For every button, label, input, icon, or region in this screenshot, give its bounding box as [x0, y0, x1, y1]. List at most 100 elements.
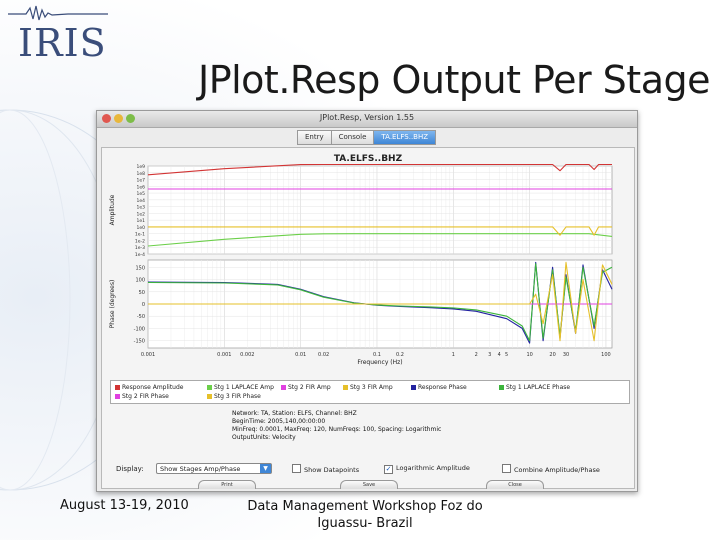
response-chart: 1e91e81e71e61e51e41e31e21e11e01e-11e-21e… [109, 163, 613, 366]
legend-swatch [411, 385, 416, 390]
legend-item: Stg 1 LAPLACE Phase [499, 384, 570, 391]
legend-label: Stg 2 FIR Phase [122, 393, 169, 400]
phase-tick-label: -150 [134, 339, 145, 345]
amplitude-tick-label: 1e4 [137, 198, 146, 204]
close-button[interactable]: Close [486, 480, 544, 489]
info-begintime-line: BeginTime: 2005,140,00:00:00 [232, 418, 326, 425]
logo-text: IRIS [18, 21, 107, 65]
amplitude-tick-label: 1e-4 [135, 252, 145, 258]
minimize-window-icon[interactable] [114, 114, 123, 123]
legend-swatch [281, 385, 286, 390]
amplitude-series-3 [148, 226, 612, 236]
legend-label: Response Amplitude [122, 384, 184, 391]
legend-item: Stg 3 FIR Amp [343, 384, 393, 391]
legend-item: Stg 2 FIR Phase [115, 393, 169, 400]
amplitude-series-0 [147, 163, 612, 176]
legend-label: Stg 1 LAPLACE Amp [214, 384, 274, 391]
x-tick-label: 0.02 [318, 352, 329, 358]
amplitude-tick-label: 1e1 [137, 218, 146, 224]
checkbox-unchecked-icon [292, 464, 301, 473]
amplitude-tick-label: 1e-2 [135, 238, 145, 244]
x-tick-label: 1 [452, 352, 455, 358]
amplitude-tick-label: 1e2 [137, 211, 146, 217]
log-amplitude-checkbox[interactable]: ✓ Logarithmic Amplitude [384, 464, 470, 474]
window-titlebar[interactable]: JPlot.Resp, Version 1.55 [97, 111, 637, 128]
footer-date: August 13-19, 2010 [60, 498, 189, 513]
checkbox-checked-icon: ✓ [384, 465, 393, 474]
x-tick-label: 0.001 [217, 352, 231, 358]
tab-station-plot[interactable]: TA.ELFS..BHZ [373, 130, 437, 145]
zoom-window-icon[interactable] [126, 114, 135, 123]
amplitude-tick-label: 1e0 [137, 225, 146, 231]
amplitude-tick-label: 1e3 [137, 205, 146, 211]
slide-title: JPlot.Resp Output Per Stage [197, 58, 711, 102]
close-window-icon[interactable] [102, 114, 111, 123]
x-tick-label: 0.002 [240, 352, 254, 358]
legend-item: Stg 3 FIR Phase [207, 393, 261, 400]
x-axis-label: Frequency (Hz) [357, 359, 402, 366]
legend-label: Stg 3 FIR Amp [350, 384, 393, 391]
window-title: JPlot.Resp, Version 1.55 [319, 113, 415, 122]
amplitude-tick-label: 1e6 [137, 184, 146, 190]
amplitude-tick-label: 1e5 [137, 191, 146, 197]
x-tick-label: 3 [488, 352, 491, 358]
x-tick-label: 0.1 [373, 352, 381, 358]
x-tick-label: 5 [505, 352, 508, 358]
amplitude-tick-label: 1e-1 [135, 232, 145, 238]
log-amplitude-label: Logarithmic Amplitude [396, 464, 470, 472]
x-tick-label: 30 [563, 352, 569, 358]
x-tick-label: 0.2 [396, 352, 404, 358]
footer-event: Data Management Workshop Foz do Iguassu-… [247, 499, 483, 531]
legend-item: Response Amplitude [115, 384, 183, 391]
x-tick-label: 100 [601, 352, 611, 358]
chevron-down-icon: ▼ [260, 464, 271, 473]
legend-swatch [343, 385, 348, 390]
legend-label: Response Phase [418, 384, 467, 391]
info-frequency-line: MinFreq: 0.0001, MaxFreq: 120, NumFreqs:… [232, 426, 442, 433]
legend-swatch [207, 394, 212, 399]
combine-checkbox[interactable]: Combine Amplitude/Phase [502, 464, 600, 474]
x-tick-label: 20 [549, 352, 555, 358]
tab-console[interactable]: Console [330, 130, 374, 145]
show-datapoints-checkbox[interactable]: Show Datapoints [292, 464, 359, 474]
legend-item: Response Phase [411, 384, 467, 391]
tab-entry[interactable]: Entry [297, 130, 331, 145]
seismogram-logo-icon [8, 5, 108, 21]
response-info: Network: TA, Station: ELFS, Channel: BHZ… [232, 410, 441, 442]
checkbox-unchecked-icon [502, 464, 511, 473]
show-datapoints-label: Show Datapoints [304, 466, 360, 474]
legend-label: Stg 1 LAPLACE Phase [506, 384, 571, 391]
legend-swatch [115, 385, 120, 390]
amplitude-axis-label: Amplitude [109, 194, 116, 225]
amplitude-plot-area [147, 165, 613, 255]
legend-swatch [499, 385, 504, 390]
x-tick-label: 0.001 [141, 352, 155, 358]
phase-tick-label: 150 [135, 265, 145, 271]
phase-series-3 [148, 261, 613, 342]
phase-tick-label: -100 [134, 326, 145, 332]
print-button[interactable]: Print [198, 480, 256, 489]
plot-title: TA.ELFS..BHZ [333, 154, 403, 164]
display-controls: Display: Show Stages Amp/Phase ▼ Show Da… [110, 462, 630, 476]
x-tick-label: 4 [498, 352, 501, 358]
phase-tick-label: -50 [137, 314, 145, 320]
save-button[interactable]: Save [340, 480, 398, 489]
amplitude-tick-label: 1e-3 [135, 245, 145, 251]
plot-panel: TA.ELFS..BHZ 1e9 1e8 1e7 1e6 1e5 1e4 1e3 1e2 1e1… [101, 147, 635, 489]
x-tick-label: 2 [475, 352, 478, 358]
legend-label: Stg 2 FIR Amp [288, 384, 331, 391]
display-select-value: Show Stages Amp/Phase [160, 465, 241, 473]
legend-label: Stg 3 FIR Phase [214, 393, 261, 400]
x-tick-label: 10 [526, 352, 532, 358]
phase-tick-label: 0 [142, 302, 145, 308]
combine-label: Combine Amplitude/Phase [514, 466, 600, 474]
info-network-line: Network: TA, Station: ELFS, Channel: BHZ [232, 410, 357, 417]
legend-item: Stg 1 LAPLACE Amp [207, 384, 274, 391]
phase-axis-label: Phase (degrees) [109, 280, 116, 329]
amplitude-tick-label: 1e7 [137, 178, 146, 184]
tab-bar: Entry Console TA.ELFS..BHZ [297, 130, 437, 145]
phase-series-1 [147, 263, 613, 342]
chart-legend: Response Amplitude Stg 1 LAPLACE Amp Stg 2… [110, 380, 630, 404]
iris-logo: IRIS [8, 4, 108, 65]
display-select[interactable]: Show Stages Amp/Phase ▼ [156, 463, 272, 474]
